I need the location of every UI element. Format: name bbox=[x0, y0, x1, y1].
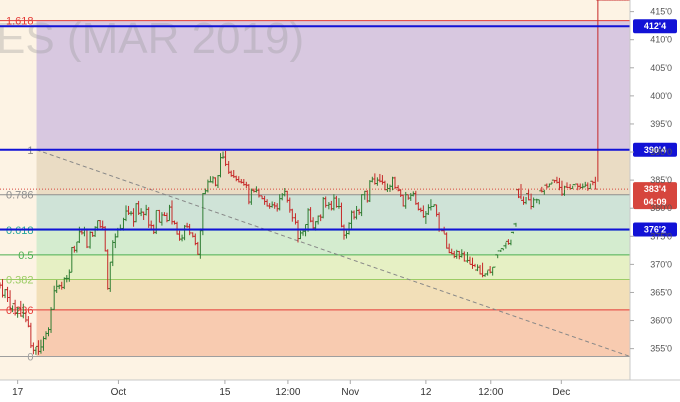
fib-level-label-2: 0.786 bbox=[6, 190, 34, 202]
fib-level-label-7: 0 bbox=[27, 352, 33, 364]
fib-zone-4 bbox=[36, 254, 631, 280]
horizontal-line-tag-label-2: 376'2 bbox=[644, 225, 666, 235]
price-bar bbox=[429, 199, 433, 211]
y-tick-label-12: 415'0 bbox=[650, 7, 672, 17]
fib-level-label-0: 1.618 bbox=[6, 16, 34, 28]
price-bar bbox=[16, 307, 20, 318]
horizontal-line-tag-label-0: 412'4 bbox=[644, 21, 666, 31]
price-bar bbox=[496, 250, 500, 259]
fib-zone-6 bbox=[36, 309, 631, 357]
y-tick-label-2: 365'0 bbox=[650, 287, 672, 297]
fib-level-label-5: 0.382 bbox=[6, 275, 34, 287]
price-bar bbox=[393, 176, 397, 190]
current-price-group: 383'4 04:09 bbox=[0, 182, 677, 210]
y-tick-label-7: 390'0 bbox=[650, 147, 672, 157]
price-series bbox=[0, 0, 631, 355]
price-axis[interactable]: 355'0 360'0 365'0 370'0 375'0 380'0 385'0 390'0… bbox=[630, 7, 672, 354]
price-bar bbox=[360, 194, 364, 217]
price-bar bbox=[593, 176, 597, 190]
current-price-label: 383'4 bbox=[644, 184, 666, 194]
horizontal-lines[interactable]: 412'4 390'4 376'2 bbox=[0, 19, 677, 237]
x-tick-label-4: Nov bbox=[341, 387, 359, 398]
price-bar bbox=[532, 197, 536, 208]
x-tick-label-3: 12:00 bbox=[275, 387, 300, 398]
price-bar bbox=[224, 150, 228, 167]
horizontal-line-tag-2 bbox=[633, 222, 677, 237]
x-tick-label-2: 15 bbox=[219, 387, 231, 398]
fib-level-label-4: 0.5 bbox=[18, 250, 33, 262]
time-axis-panel bbox=[0, 380, 680, 402]
x-tick-label-6: 12:00 bbox=[478, 387, 503, 398]
y-tick-label-0: 355'0 bbox=[650, 344, 672, 354]
fib-level-label-3: 0.618 bbox=[6, 225, 34, 237]
y-tick-label-1: 360'0 bbox=[650, 316, 672, 326]
y-tick-label-3: 370'0 bbox=[650, 259, 672, 269]
time-axis[interactable]: 17 Oct 15 12:00 Nov 12 12:00 Dec bbox=[12, 380, 570, 398]
countdown-label: 04:09 bbox=[643, 197, 666, 207]
fib-zone-0 bbox=[36, 20, 631, 150]
x-tick-label-0: 17 bbox=[12, 387, 24, 398]
x-tick-label-5: 12 bbox=[420, 387, 432, 398]
fib-zone-3 bbox=[36, 230, 631, 255]
fib-zone-1 bbox=[36, 149, 631, 195]
y-tick-label-5: 380'0 bbox=[650, 203, 672, 213]
y-tick-label-9: 400'0 bbox=[650, 91, 672, 101]
x-tick-label-1: Oct bbox=[111, 387, 127, 398]
price-bar bbox=[565, 182, 569, 188]
x-tick-label-7: Dec bbox=[552, 387, 570, 398]
price-bar bbox=[462, 251, 466, 262]
y-tick-label-4: 375'0 bbox=[650, 231, 672, 241]
fibonacci-zones bbox=[36, 20, 631, 357]
y-tick-label-10: 405'0 bbox=[650, 63, 672, 73]
current-price-tag bbox=[633, 182, 677, 210]
y-tick-label-11: 410'0 bbox=[650, 35, 672, 45]
horizontal-line-tag-label-1: 390'4 bbox=[644, 145, 666, 155]
watermark: ES (MAR 2019) bbox=[0, 14, 304, 63]
price-bar bbox=[49, 307, 53, 333]
y-tick-label-8: 395'0 bbox=[650, 119, 672, 129]
price-bar bbox=[290, 208, 294, 222]
horizontal-line-tag-0 bbox=[633, 19, 677, 34]
price-bar bbox=[596, 0, 600, 182]
horizontal-line-tag-1 bbox=[633, 142, 677, 157]
price-bar bbox=[257, 188, 261, 198]
y-tick-label-6: 385'0 bbox=[650, 175, 672, 185]
fib-zone-5 bbox=[36, 279, 631, 310]
price-bar bbox=[324, 196, 328, 208]
